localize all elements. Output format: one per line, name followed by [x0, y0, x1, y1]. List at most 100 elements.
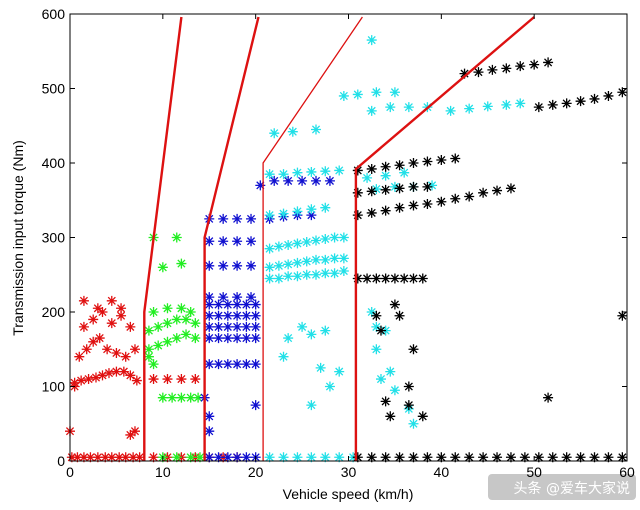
scatter-point-blue [222, 333, 233, 344]
scatter-point-green [171, 333, 182, 344]
scatter-point-blue [204, 333, 215, 344]
watermark-text: 头条 @爱车大家说 [514, 480, 630, 497]
scatter-point-cyan [329, 232, 340, 243]
scatter-point-blue [204, 411, 215, 422]
scatter-point-red [120, 452, 131, 463]
scatter-point-blue [218, 236, 229, 247]
scatter-point-black [492, 452, 503, 463]
scatter-point-black [389, 299, 400, 310]
x-tick-labels: 0 10 20 30 40 50 60 [66, 464, 635, 480]
scatter-point-green [162, 336, 173, 347]
scatter-point-cyan [501, 99, 512, 110]
scatter-point-cyan [338, 232, 349, 243]
scatter-point-black [450, 193, 461, 204]
scatter-point-blue [222, 299, 233, 310]
scatter-point-black [380, 452, 391, 463]
scatter-point-cyan [278, 169, 289, 180]
x-tick-label: 30 [341, 464, 357, 480]
scatter-point-blue [269, 175, 280, 186]
scatter-point-cyan [320, 254, 331, 265]
scatter-point-black [399, 273, 410, 284]
scatter-point-black [478, 187, 489, 198]
scatter-point-blue [232, 260, 243, 271]
scatter-point-black [408, 181, 419, 192]
scatter-point-black [366, 163, 377, 174]
scatter-point-blue [246, 260, 257, 271]
x-tick-label: 0 [66, 464, 74, 480]
y-tick-label: 300 [42, 230, 66, 246]
scatter-point-black [575, 452, 586, 463]
scatter-point-black [450, 153, 461, 164]
scatter-point-cyan [366, 105, 377, 116]
scatter-point-blue [241, 333, 252, 344]
scatter-point-blue [213, 359, 224, 370]
scatter-point-blue [204, 310, 215, 321]
scatter-point-cyan [306, 204, 317, 215]
scatter-point-cyan [306, 166, 317, 177]
scatter-point-green [194, 452, 205, 463]
scatter-point-blue [297, 175, 308, 186]
scatter-point-green [162, 318, 173, 329]
scatter-point-red [97, 307, 108, 317]
scatter-point-black [394, 160, 405, 171]
scatter-point-blue [241, 452, 252, 463]
x-axis-label: Vehicle speed (km/h) [283, 486, 414, 502]
scatter-point-cyan [464, 103, 475, 114]
scatter-point-red [125, 370, 136, 381]
scatter-point-blue [222, 359, 233, 370]
scatter-point-red [81, 344, 92, 355]
scatter-point-cyan [329, 253, 340, 264]
scatter-point-green [176, 392, 187, 403]
scatter-point-blue [250, 400, 261, 411]
scatter-point-blue [204, 299, 215, 310]
scatter-point-black [436, 196, 447, 207]
chart-marks [65, 16, 628, 463]
scatter-point-cyan [283, 239, 294, 250]
scatter-point-cyan [283, 271, 294, 282]
scatter-point-black [492, 185, 503, 196]
y-tick-label: 600 [42, 6, 66, 22]
scatter-point-cyan [264, 169, 275, 180]
scatter-point-blue [222, 321, 233, 332]
scatter-point-black [589, 452, 600, 463]
scatter-point-black [352, 187, 363, 198]
scatter-point-red [72, 452, 83, 463]
scatter-point-cyan [362, 172, 373, 183]
scatter-point-red [88, 336, 99, 347]
scatter-point-black [366, 452, 377, 463]
watermark-backdrop [488, 474, 636, 500]
scatter-point-red [74, 351, 85, 362]
scatter-point-green [157, 392, 168, 403]
scatter-point-cyan [515, 98, 526, 109]
scatter-point-black [371, 273, 382, 284]
scatter-point-blue [241, 310, 252, 321]
scatter-point-black [389, 273, 400, 284]
scatter-point-black [380, 396, 391, 407]
scatter-point-cyan [375, 374, 386, 385]
scatter-point-green [190, 318, 201, 329]
scatter-point-blue [232, 310, 243, 321]
scatter-point-black [380, 184, 391, 195]
x-tick-label: 60 [619, 464, 635, 480]
x-tick-label: 10 [155, 464, 171, 480]
scatter-point-cyan [329, 268, 340, 279]
scatter-point-cyan [338, 266, 349, 277]
scatter-point-green [167, 392, 178, 403]
scatter-point-cyan [283, 333, 294, 344]
scatter-point-black [422, 452, 433, 463]
scatter-point-black [505, 183, 516, 194]
scatter-point-cyan [306, 400, 317, 411]
scatter-point-red [131, 375, 142, 386]
scatter-series [65, 35, 628, 463]
scatter-point-black [408, 158, 419, 168]
scatter-point-blue [204, 321, 215, 332]
scatter-point-blue [204, 452, 215, 463]
shift-line-3 [262, 16, 363, 461]
scatter-point-black [394, 183, 405, 194]
x-tick-label: 50 [526, 464, 542, 480]
scatter-point-black [408, 452, 419, 463]
scatter-point-cyan [292, 167, 303, 178]
scatter-point-blue [283, 175, 294, 186]
scatter-point-black [547, 99, 558, 110]
scatter-point-black [464, 191, 475, 202]
